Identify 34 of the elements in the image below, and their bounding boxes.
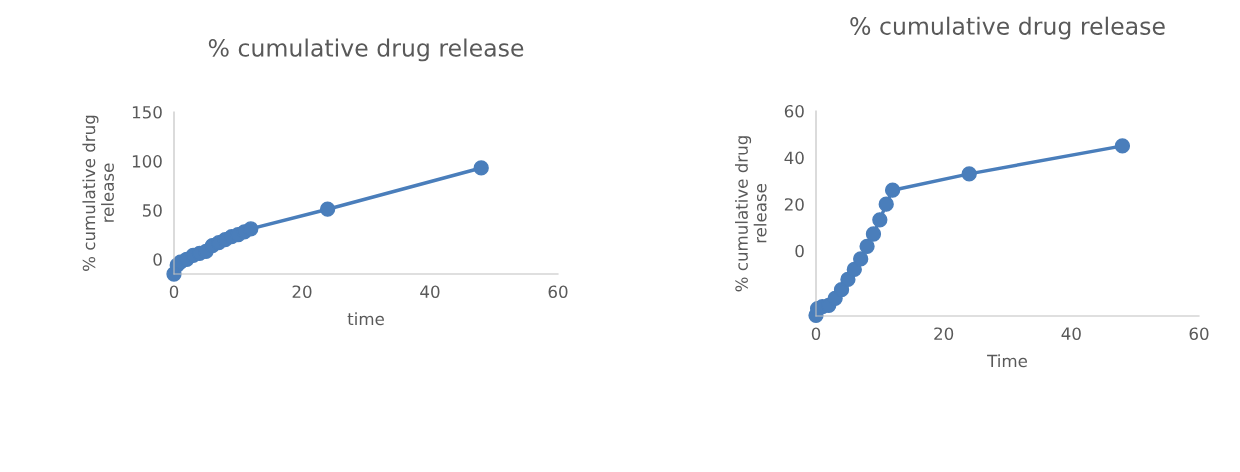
point — [319, 201, 336, 217]
x-tick-label: 60 — [1189, 327, 1209, 341]
x-tick-label: 60 — [548, 285, 568, 299]
y-tick-label: 50 — [142, 204, 162, 217]
y-tick-label: 0 — [795, 244, 804, 258]
point — [846, 261, 862, 278]
point — [1114, 138, 1131, 154]
point — [243, 221, 259, 237]
y-tick-label: 20 — [784, 198, 804, 211]
y-axis-title: % cumulative drug release — [735, 136, 767, 292]
chart-title: % cumulative drug release — [208, 38, 524, 62]
x-tick-label: 40 — [420, 285, 440, 299]
y-axis-title: % cumulative drug release — [82, 115, 114, 271]
point — [872, 212, 888, 228]
y-tick-label: 0 — [153, 253, 162, 266]
point — [473, 160, 489, 176]
x-tick-label: 40 — [1061, 327, 1081, 341]
point — [865, 226, 882, 242]
x-axis-title: time — [347, 312, 384, 326]
y-tick-label: 150 — [132, 105, 162, 119]
point — [961, 166, 977, 182]
y-tick-label: 100 — [132, 155, 162, 168]
point — [878, 196, 894, 212]
point — [859, 238, 875, 254]
point — [884, 182, 901, 198]
y-tick-label: 60 — [784, 104, 804, 118]
x-tick-label: 20 — [934, 327, 954, 341]
x-axis-title: Time — [987, 354, 1027, 368]
x-tick-label: 0 — [811, 327, 821, 341]
y-tick-label: 40 — [784, 151, 804, 165]
chart-title: % cumulative drug release — [850, 16, 1165, 40]
x-tick-label: 20 — [292, 285, 312, 299]
point — [853, 251, 869, 267]
x-tick-label: 0 — [169, 285, 179, 299]
